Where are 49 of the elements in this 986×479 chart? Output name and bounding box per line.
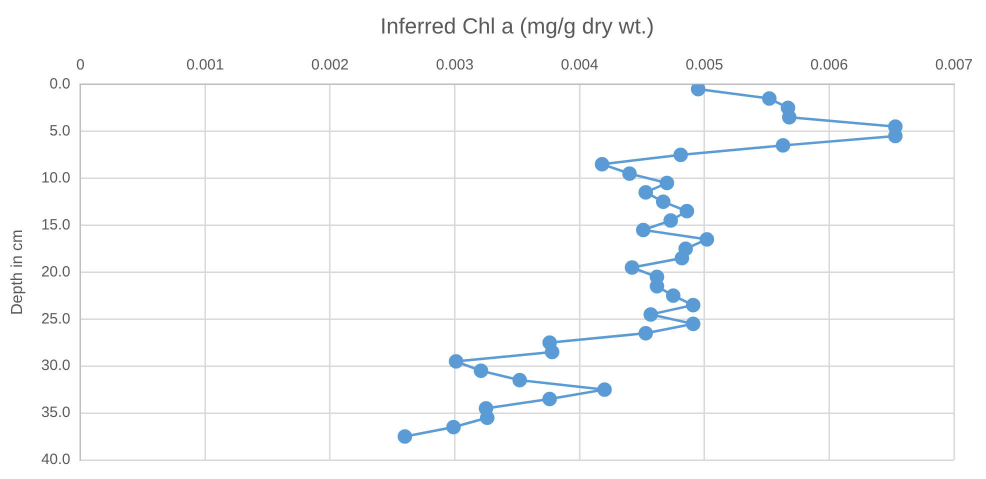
- point: [660, 176, 674, 190]
- x-tick-label: 0.003: [436, 56, 474, 74]
- point: [762, 91, 777, 106]
- point: [597, 382, 612, 397]
- point: [544, 344, 560, 360]
- point: [398, 429, 412, 444]
- y-tick-label: 40.0: [41, 451, 70, 468]
- x-tick-label: 0: [76, 56, 85, 74]
- point: [690, 84, 706, 96]
- point: [666, 288, 680, 303]
- point: [643, 307, 658, 322]
- point: [446, 420, 461, 434]
- point: [776, 138, 790, 153]
- y-tick-label: 20.0: [41, 263, 70, 280]
- point: [542, 392, 557, 406]
- x-axis-title: Inferred Chl a (mg/g dry wt.): [380, 13, 654, 38]
- x-tick-label: 0.004: [560, 56, 598, 74]
- point: [512, 372, 527, 388]
- y-tick-label: 25.0: [41, 310, 70, 328]
- y-tick-label: 0.0: [50, 76, 70, 93]
- point: [594, 156, 610, 172]
- point: [700, 232, 714, 247]
- point: [686, 316, 700, 332]
- x-tick-label: 0.006: [810, 56, 848, 74]
- x-tick-label: 0.007: [935, 56, 973, 74]
- point: [680, 204, 694, 218]
- point: [782, 110, 797, 125]
- y-tick-label: 30.0: [41, 357, 70, 374]
- x-tick-label: 0.005: [686, 56, 724, 74]
- point: [663, 213, 678, 228]
- y-tick-label: 5.0: [50, 122, 70, 140]
- point: [673, 148, 688, 162]
- point: [448, 354, 464, 369]
- point: [636, 222, 650, 238]
- x-tick-label: 0.001: [186, 56, 224, 74]
- point: [638, 185, 653, 200]
- point: [480, 410, 494, 425]
- point: [638, 326, 653, 340]
- y-tick-label: 15.0: [41, 216, 70, 234]
- point: [624, 260, 640, 275]
- point: [656, 194, 670, 210]
- y-tick-label: 35.0: [41, 404, 70, 422]
- point: [674, 250, 690, 266]
- point: [474, 364, 488, 378]
- y-axis-title: Depth in cm: [9, 230, 26, 315]
- y-tick-label: 10.0: [41, 169, 70, 186]
- point: [622, 166, 637, 181]
- x-tick-label: 0.002: [311, 56, 349, 74]
- point: [686, 298, 700, 312]
